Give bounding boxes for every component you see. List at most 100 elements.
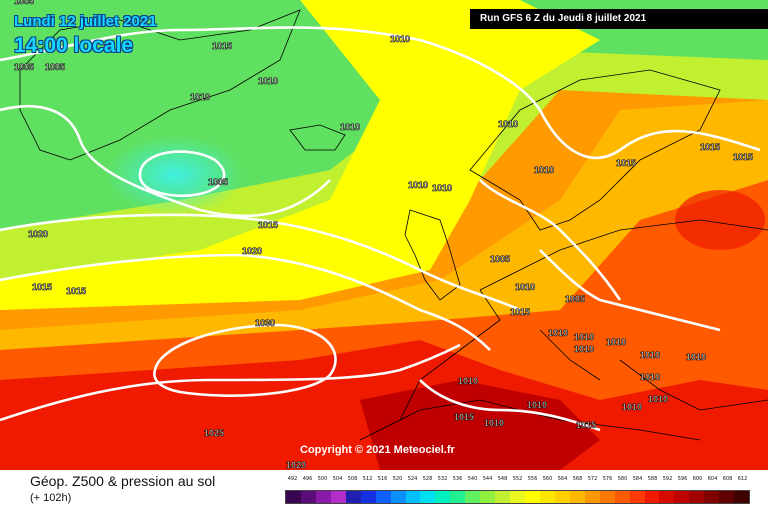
colorbar <box>285 490 750 504</box>
legend-title: Géop. Z500 & pression au sol <box>30 473 216 489</box>
isobar-line-1010-north <box>0 26 542 111</box>
colorbar-swatch <box>465 491 481 503</box>
run-info-text: Run GFS 6 Z du Jeudi 8 juillet 2021 <box>480 13 647 24</box>
colorbar-tick: 588 <box>647 476 658 482</box>
colorbar-swatch <box>554 491 570 503</box>
colorbar-labels: 492 496 500 504 508 512 516 520 524 528 532 536 540 5… <box>285 476 750 482</box>
colorbar-swatch <box>315 491 331 503</box>
colorbar-swatch <box>510 491 525 503</box>
run-info-box: Run GFS 6 Z du Jeudi 8 juillet 2021 <box>470 9 768 29</box>
isobar-label: 1010 <box>574 344 594 354</box>
colorbar-swatch <box>584 491 600 503</box>
colorbar-tick: 584 <box>632 476 643 482</box>
colorbar-tick: 596 <box>677 476 688 482</box>
isobar-label: 1010 <box>548 328 568 338</box>
colorbar-swatch <box>629 491 645 503</box>
colorbar-tick: 516 <box>377 476 388 482</box>
colorbar-swatch <box>405 491 421 503</box>
isobar-label: 1010 <box>258 76 278 86</box>
colorbar-swatch <box>495 491 511 503</box>
colorbar-tick: 508 <box>347 476 358 482</box>
isobar-line-1010-south <box>419 379 601 432</box>
colorbar-tick: 544 <box>482 476 493 482</box>
isobar-label: 1010 <box>484 418 504 428</box>
field-band-yellow <box>0 0 600 310</box>
coastlines <box>19 9 768 441</box>
field-warm-east <box>675 190 765 250</box>
colorbar-swatch <box>599 491 615 503</box>
isobar-label: 1005 <box>45 62 65 72</box>
colorbar-tick: 612 <box>737 476 748 482</box>
isobar-label: 1010 <box>648 394 668 404</box>
colorbar-swatch <box>689 491 705 503</box>
isobar-label: 1010 <box>606 337 626 347</box>
isobar-label: 1010 <box>622 402 642 412</box>
colorbar-tick: 520 <box>392 476 403 482</box>
isobar-line-1020 <box>0 253 491 351</box>
isobar-label: 1010 <box>390 34 410 44</box>
colorbar-swatch <box>734 491 750 503</box>
isobar-label: 1010 <box>190 92 210 102</box>
isobar-label: 1010 <box>640 350 660 360</box>
coast-iceland <box>289 124 346 151</box>
colorbar-tick: 512 <box>362 476 373 482</box>
isobar-label: 1015 <box>576 420 596 430</box>
colorbar-swatch <box>480 491 496 503</box>
isobar-label: 1015 <box>733 152 753 162</box>
colorbar-tick: 580 <box>617 476 628 482</box>
colorbar-swatch <box>375 491 391 503</box>
isobar-line-1005-east <box>539 249 721 332</box>
isobar-line-1010-east <box>479 179 622 301</box>
colorbar-tick: 600 <box>692 476 703 482</box>
colorbar-tick: 560 <box>542 476 553 482</box>
isobar-label: 1010 <box>458 376 478 386</box>
coast-british-isles <box>404 209 461 301</box>
isobar-label: 1010 <box>432 183 452 193</box>
isobar-lines <box>0 26 761 432</box>
colorbar-swatch <box>614 491 630 503</box>
field-low-center <box>105 135 245 215</box>
isobar-label: 1010 <box>498 119 518 129</box>
isobar-label: 1005 <box>490 254 510 264</box>
colorbar-swatch <box>659 491 675 503</box>
isobar-line-1005 <box>138 150 226 198</box>
isobar-label: 1015 <box>616 158 636 168</box>
isobar-labels: 1005 1005 1005 1005 1005 1005 1010 1010 1010 1010… <box>14 0 754 470</box>
colorbar-swatch <box>345 491 361 503</box>
isobar-label: 1020 <box>28 229 48 239</box>
isobar-line-1025 <box>0 343 461 422</box>
isobar-label: 1015 <box>510 307 530 317</box>
colorbar-swatch <box>525 491 540 503</box>
legend: Géop. Z500 & pression au sol (+ 102h) 49… <box>0 470 768 512</box>
colorbar-swatch <box>330 491 346 503</box>
isobar-label: 1010 <box>527 400 547 410</box>
isobar-label: 1010 <box>515 282 535 292</box>
isobar-label: 1030 <box>255 318 275 328</box>
isobar-label: 1010 <box>534 165 554 175</box>
isobar-label: 1020 <box>286 460 306 470</box>
colorbar-tick: 528 <box>422 476 433 482</box>
colorbar-tick: 500 <box>317 476 328 482</box>
isobar-label: 1010 <box>686 352 706 362</box>
map-panel: 1005 1005 1005 1005 1005 1005 1010 1010 1010 1010… <box>0 0 768 470</box>
isobar-label: 1015 <box>454 412 474 422</box>
colorbar-tick: 540 <box>467 476 478 482</box>
colorbar-swatch <box>390 491 406 503</box>
copyright-text: Copyright © 2021 Meteociel.fr <box>300 444 455 456</box>
colorbar-tick: 572 <box>587 476 598 482</box>
isobar-line-1015-east <box>538 109 761 160</box>
colorbar-tick: 604 <box>707 476 718 482</box>
isobar-label: 1005 <box>208 177 228 187</box>
isobar-label: 1005 <box>14 62 34 72</box>
coast-greenland <box>19 9 301 161</box>
colorbar-tick: 608 <box>722 476 733 482</box>
coast-europe <box>399 219 768 421</box>
isobar-label: 1015 <box>258 220 278 230</box>
isobar-line-1015 <box>0 213 521 312</box>
isobar-label: 1025 <box>204 428 224 438</box>
colorbar-tick: 524 <box>407 476 418 482</box>
colorbar-tick: 548 <box>497 476 508 482</box>
isobar-label: 1005 <box>14 0 34 6</box>
colorbar-swatch <box>450 491 466 503</box>
